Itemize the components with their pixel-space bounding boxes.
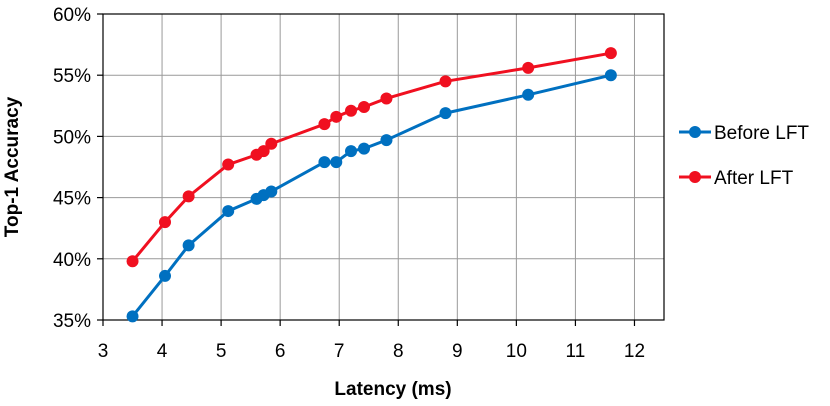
data-point-before-lft [126,310,139,323]
x-tick-label: 9 [452,341,463,362]
data-point-before-lft [159,269,172,282]
data-series [126,47,617,323]
x-tick-label: 8 [393,341,404,362]
y-tick-label: 50% [53,127,91,148]
legend-marker-after-lft [689,171,701,183]
data-point-after-lft [439,75,452,88]
data-point-before-lft [604,69,617,82]
x-tick-label: 3 [98,341,109,362]
data-point-after-lft [257,145,270,158]
x-axis-ticks: 3 4 5 6 7 8 9 10 11 12 [98,320,645,362]
data-point-after-lft [182,190,195,203]
x-tick-label: 6 [275,341,286,362]
data-point-before-lft [522,88,535,101]
data-point-after-lft [222,158,235,171]
plot-background [103,14,664,320]
y-tick-label: 45% [53,189,91,210]
legend-label-after-lft: After LFT [714,168,794,189]
data-point-after-lft [330,110,343,123]
x-axis-title: Latency (ms) [334,379,451,400]
data-point-after-lft [318,118,331,131]
data-point-before-lft [265,185,278,198]
data-point-before-lft [222,205,235,218]
data-point-after-lft [358,101,371,114]
y-tick-label: 60% [53,5,91,26]
data-point-before-lft [358,142,371,155]
data-point-before-lft [345,145,358,158]
x-tick-label: 4 [157,341,168,362]
x-tick-label: 10 [506,341,527,362]
x-tick-label: 11 [566,341,586,362]
x-tick-label: 5 [216,341,227,362]
y-axis-ticks: 35% 40% 45% 50% 55% 60% [53,5,103,332]
data-point-after-lft [265,137,278,150]
data-point-after-lft [604,47,617,60]
data-point-before-lft [380,134,393,147]
data-point-after-lft [345,104,358,117]
data-point-before-lft [439,107,452,120]
data-point-after-lft [522,61,535,74]
data-point-before-lft [318,156,331,169]
data-point-after-lft [380,92,393,105]
y-tick-label: 35% [53,311,91,332]
legend-marker-before-lft [689,126,701,138]
legend-label-before-lft: Before LFT [714,123,809,144]
y-tick-label: 55% [53,66,91,87]
y-axis-title: Top-1 Accuracy [2,96,23,237]
x-tick-label: 12 [624,341,645,362]
plot-frame [102,13,665,321]
x-tick-label: 7 [334,341,345,362]
y-tick-label: 40% [53,250,91,271]
legend: Before LFT After LFT [679,123,809,189]
data-point-after-lft [159,216,172,229]
data-point-before-lft [182,239,195,252]
data-point-after-lft [126,255,139,268]
data-point-before-lft [330,156,343,169]
